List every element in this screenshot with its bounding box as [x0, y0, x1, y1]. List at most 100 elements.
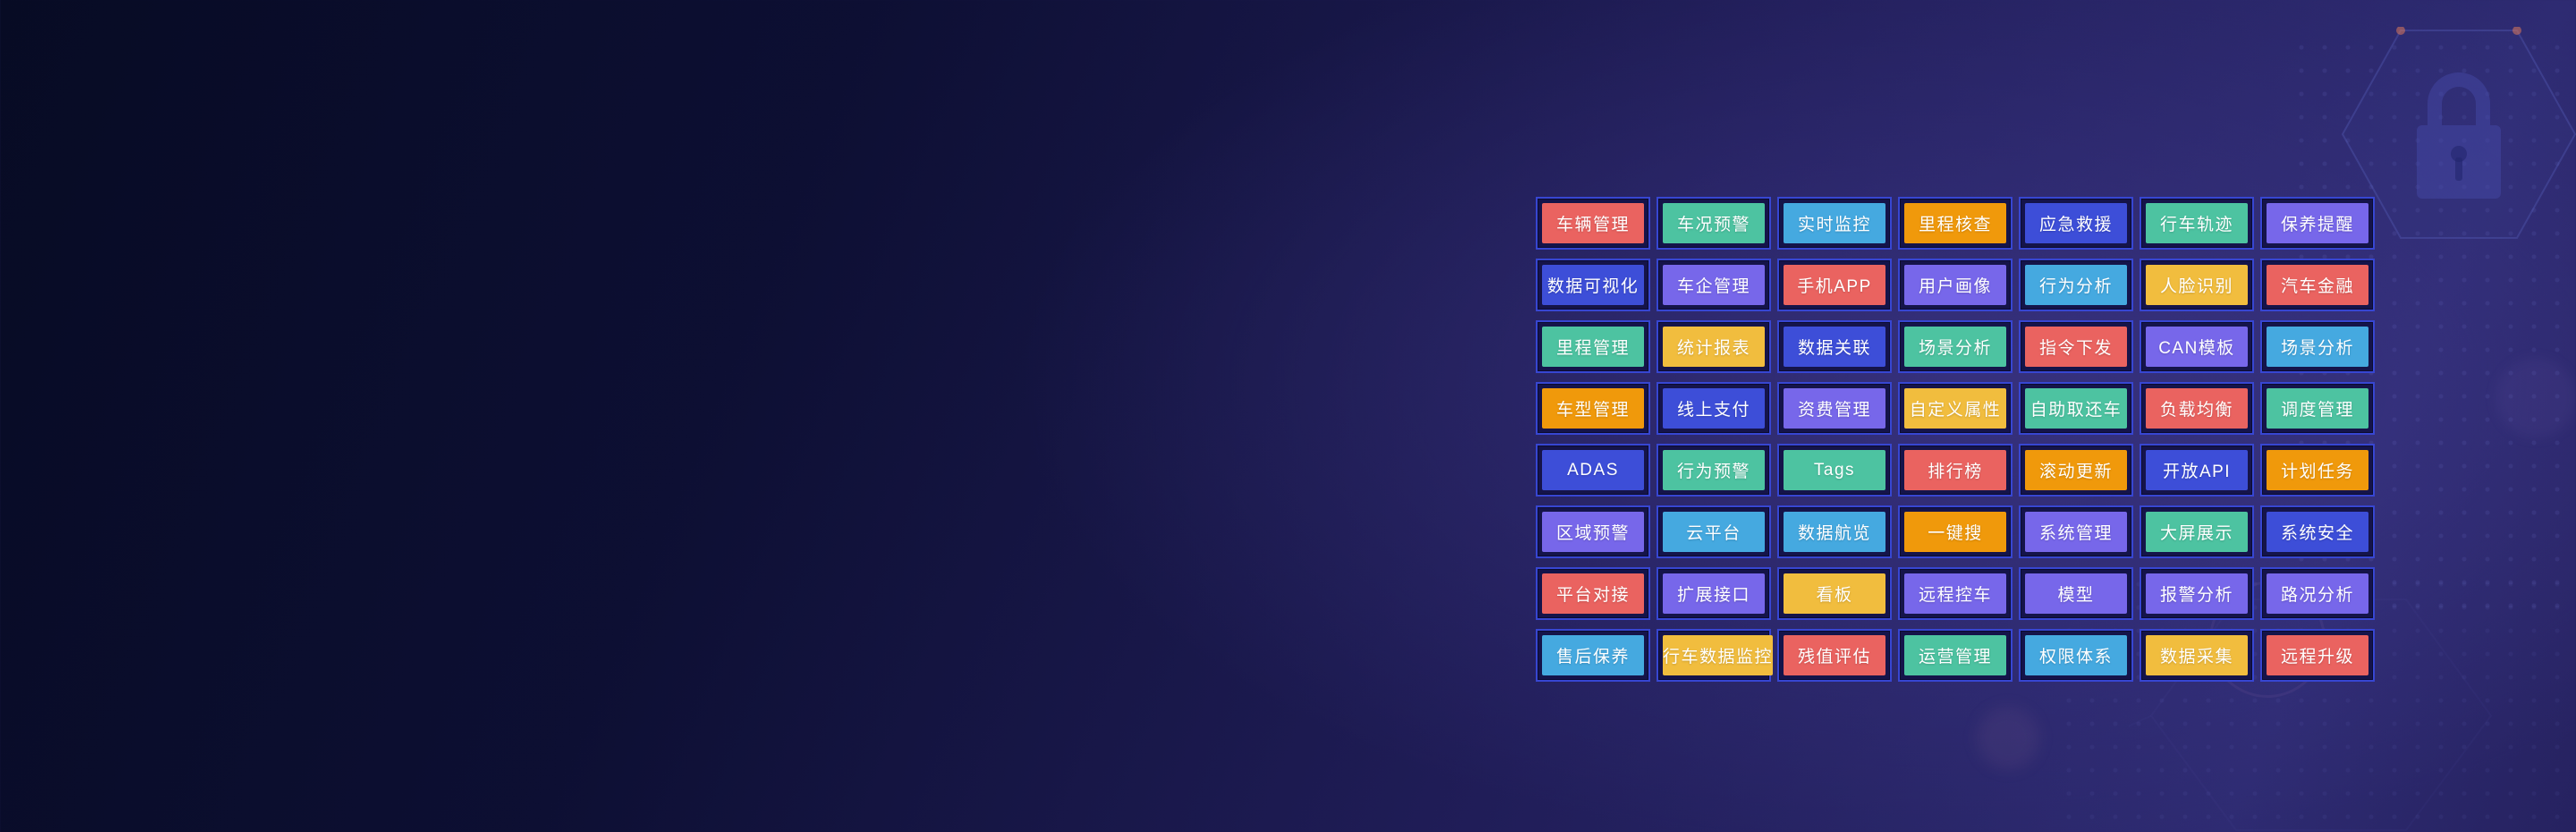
feature-cell: 数据可视化 [1536, 259, 1650, 311]
feature-cell: 报警分析 [2140, 567, 2254, 620]
feature-cell: 数据采集 [2140, 629, 2254, 682]
feature-button[interactable]: 残值评估 [1784, 635, 1885, 675]
feature-button[interactable]: 负载均衡 [2146, 388, 2248, 429]
feature-button[interactable]: 路况分析 [2267, 573, 2368, 614]
feature-button[interactable]: 数据航览 [1784, 512, 1885, 552]
feature-button[interactable]: 自定义属性 [1904, 388, 2006, 429]
feature-button[interactable]: 远程升级 [2267, 635, 2368, 675]
feature-cell: 统计报表 [1657, 320, 1771, 373]
feature-button[interactable]: 大屏展示 [2146, 512, 2248, 552]
feature-button[interactable]: 用户画像 [1904, 265, 2006, 305]
feature-button[interactable]: ADAS [1542, 450, 1644, 490]
feature-button[interactable]: 区域预警 [1542, 512, 1644, 552]
feature-button[interactable]: 实时监控 [1784, 203, 1885, 243]
feature-button[interactable]: 指令下发 [2025, 327, 2127, 367]
feature-button[interactable]: 自助取还车 [2025, 388, 2127, 429]
feature-button[interactable]: 运营管理 [1904, 635, 2006, 675]
feature-button[interactable]: 线上支付 [1663, 388, 1765, 429]
feature-button[interactable]: 调度管理 [2267, 388, 2368, 429]
feature-cell: 车况预警 [1657, 197, 1771, 250]
feature-cell: 系统管理 [2019, 505, 2133, 558]
feature-button[interactable]: 场景分析 [2267, 327, 2368, 367]
feature-cell: 场景分析 [2260, 320, 2375, 373]
feature-button[interactable]: 场景分析 [1904, 327, 2006, 367]
feature-cell: 资费管理 [1777, 382, 1892, 435]
feature-cell: 看板 [1777, 567, 1892, 620]
feature-button[interactable]: 车辆管理 [1542, 203, 1644, 243]
feature-button[interactable]: 滚动更新 [2025, 450, 2127, 490]
feature-cell: 运营管理 [1898, 629, 2012, 682]
feature-cell: 滚动更新 [2019, 444, 2133, 497]
feature-button[interactable]: 权限体系 [2025, 635, 2127, 675]
feature-button[interactable]: 看板 [1784, 573, 1885, 614]
feature-cell: 数据航览 [1777, 505, 1892, 558]
feature-cell: 保养提醒 [2260, 197, 2375, 250]
feature-button[interactable]: 云平台 [1663, 512, 1765, 552]
feature-button[interactable]: 系统管理 [2025, 512, 2127, 552]
feature-cell: 里程核查 [1898, 197, 2012, 250]
feature-button[interactable]: 远程控车 [1904, 573, 2006, 614]
feature-button[interactable]: 排行榜 [1904, 450, 2006, 490]
feature-cell: 车企管理 [1657, 259, 1771, 311]
feature-button[interactable]: 行车数据监控 [1663, 635, 1774, 675]
feature-cell: 排行榜 [1898, 444, 2012, 497]
feature-cell: 云平台 [1657, 505, 1771, 558]
feature-button[interactable]: 行为分析 [2025, 265, 2127, 305]
feature-button[interactable]: 手机APP [1784, 265, 1885, 305]
feature-cell: 场景分析 [1898, 320, 2012, 373]
feature-button[interactable]: 行车轨迹 [2146, 203, 2248, 243]
feature-cell: 路况分析 [2260, 567, 2375, 620]
feature-cell: 残值评估 [1777, 629, 1892, 682]
feature-button[interactable]: 一键搜 [1904, 512, 2006, 552]
feature-cell: 系统安全 [2260, 505, 2375, 558]
feature-button[interactable]: 保养提醒 [2267, 203, 2368, 243]
feature-button[interactable]: CAN模板 [2146, 327, 2248, 367]
bokeh-glow [1977, 707, 2039, 769]
feature-button[interactable]: 数据采集 [2146, 635, 2248, 675]
feature-button[interactable]: 数据关联 [1784, 327, 1885, 367]
feature-button[interactable]: 计划任务 [2267, 450, 2368, 490]
feature-cell: 计划任务 [2260, 444, 2375, 497]
feature-button[interactable]: 里程核查 [1904, 203, 2006, 243]
feature-button[interactable]: 统计报表 [1663, 327, 1765, 367]
feature-cell: 大屏展示 [2140, 505, 2254, 558]
feature-button[interactable]: 应急救援 [2025, 203, 2127, 243]
feature-button[interactable]: 里程管理 [1542, 327, 1644, 367]
feature-button[interactable]: 数据可视化 [1542, 265, 1644, 305]
feature-button[interactable]: 平台对接 [1542, 573, 1644, 614]
feature-button[interactable]: 模型 [2025, 573, 2127, 614]
feature-cell: 权限体系 [2019, 629, 2133, 682]
feature-cell: 扩展接口 [1657, 567, 1771, 620]
feature-grid: 车辆管理 车况预警 实时监控 里程核查 应急救援 行车轨迹 保养提醒数据可视化 车企管理 手机A… [1536, 197, 2375, 682]
feature-button[interactable]: 车企管理 [1663, 265, 1765, 305]
feature-cell: 模型 [2019, 567, 2133, 620]
feature-cell: 区域预警 [1536, 505, 1650, 558]
feature-cell: 用户画像 [1898, 259, 2012, 311]
feature-cell: 行为分析 [2019, 259, 2133, 311]
feature-cell: 自定义属性 [1898, 382, 2012, 435]
feature-cell: 售后保养 [1536, 629, 1650, 682]
feature-button[interactable]: 车型管理 [1542, 388, 1644, 429]
feature-cell: 车型管理 [1536, 382, 1650, 435]
feature-button[interactable]: 报警分析 [2146, 573, 2248, 614]
hexagon-decoration [2341, 26, 2576, 246]
feature-button[interactable]: 行为预警 [1663, 450, 1765, 490]
feature-cell: 车辆管理 [1536, 197, 1650, 250]
feature-button[interactable]: 售后保养 [1542, 635, 1644, 675]
feature-cell: 远程升级 [2260, 629, 2375, 682]
feature-button[interactable]: 人脸识别 [2146, 265, 2248, 305]
feature-button[interactable]: 资费管理 [1784, 388, 1885, 429]
feature-button[interactable]: 车况预警 [1663, 203, 1765, 243]
bokeh-glow [2496, 358, 2576, 438]
feature-cell: 人脸识别 [2140, 259, 2254, 311]
feature-cell: 行车轨迹 [2140, 197, 2254, 250]
feature-button[interactable]: 汽车金融 [2267, 265, 2368, 305]
feature-cell: 里程管理 [1536, 320, 1650, 373]
feature-button[interactable]: 开放API [2146, 450, 2248, 490]
feature-cell: 开放API [2140, 444, 2254, 497]
feature-cell: 调度管理 [2260, 382, 2375, 435]
feature-button[interactable]: 系统安全 [2267, 512, 2368, 552]
feature-button[interactable]: 扩展接口 [1663, 573, 1765, 614]
feature-button[interactable]: Tags [1784, 450, 1885, 490]
feature-cell: ADAS [1536, 444, 1650, 497]
